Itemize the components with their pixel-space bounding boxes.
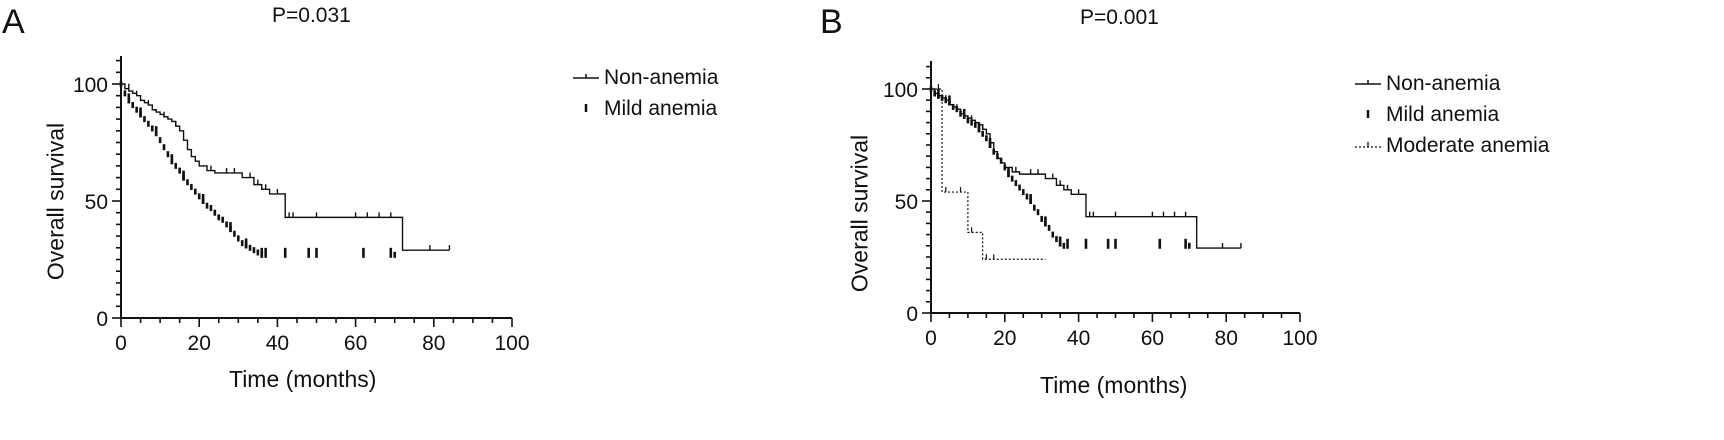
panel-letter-a: A [2,3,25,41]
y-tick-label-b: 50 [895,191,918,214]
panel-letter-b: B [820,3,843,41]
p-value-b: P=0.001 [1080,6,1159,29]
legend-swatch-dotted-b [1366,109,1370,118]
x-tick-label-a: 100 [494,332,529,355]
legend-item-mild-anemia-b: Mild anemia [1354,99,1549,130]
legend-swatch-solid-b [1355,79,1381,85]
x-tick-label-b: 80 [1215,327,1238,350]
y-tick-label-a: 0 [96,308,108,331]
legend-item-mild-anemia-a: Mild anemia [572,93,718,124]
x-tick-label-b: 60 [1141,327,1164,350]
legend-b: Non-anemia Mild anemia Moderate anemia [1354,68,1549,161]
x-tick-label-a: 40 [266,332,289,355]
x-tick-label-a: 60 [344,332,367,355]
y-tick-label-a: 100 [73,74,108,97]
km-curve-moderate-anemia-b [931,88,1046,260]
legend-label-moderate-anemia-b: Moderate anemia [1386,133,1550,157]
x-tick-label-b: 100 [1282,327,1317,350]
km-plot-a: 0 20 40 60 80 100 0 50 100 [73,56,530,355]
y-tick-label-a: 50 [85,191,108,214]
legend-item-non-anemia-a: Non-anemia [572,62,718,93]
km-curve-non-anemia-b [931,88,1241,249]
x-tick-label-a: 20 [188,332,211,355]
legend-item-moderate-anemia-b: Moderate anemia [1354,130,1549,161]
legend-swatch-solid-a [573,73,599,79]
legend-label-mild-anemia-a: Mild anemia [604,96,718,120]
x-tick-label-b: 20 [993,327,1016,350]
legend-a: Non-anemia Mild anemia [572,62,718,124]
p-value-a: P=0.031 [272,4,351,27]
x-tick-label-b: 0 [925,327,937,350]
legend-swatch-dotted-a [584,103,588,112]
x-tick-label-b: 40 [1067,327,1090,350]
legend-item-non-anemia-b: Non-anemia [1354,68,1549,99]
y-tick-label-b: 0 [906,303,918,326]
km-curve-non-anemia-a [121,83,450,251]
panel-a: A P=0.031 Overall survival Time (months)… [2,3,718,392]
x-tick-label-a: 80 [422,332,445,355]
legend-label-mild-anemia-b: Mild anemia [1386,102,1500,126]
legend-label-non-anemia-a: Non-anemia [604,65,719,89]
y-tick-label-b: 100 [883,79,918,102]
km-plot-b: 0 20 40 60 80 100 0 50 100 [883,61,1318,350]
legend-label-non-anemia-b: Non-anemia [1386,71,1501,95]
legend-swatch-dashed-b [1355,141,1381,148]
x-axis-label-b: Time (months) [1040,372,1188,398]
x-axis-label-a: Time (months) [229,366,377,392]
x-tick-label-a: 0 [115,332,127,355]
panel-b: B P=0.001 Overall survival Time (months)… [812,0,1724,440]
